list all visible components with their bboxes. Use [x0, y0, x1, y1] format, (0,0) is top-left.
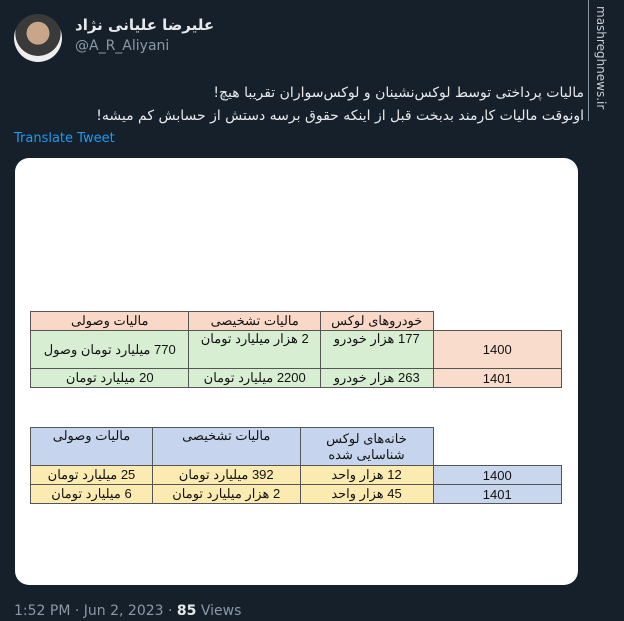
tweet-date[interactable]: Jun 2, 2023: [83, 603, 164, 619]
count-cell: 263 هزار خودرو: [319, 368, 434, 388]
year-cell: 1401: [432, 484, 562, 504]
table-header-row: خانه‌های لوکس شناسایی شده مالیات تشخیصی …: [30, 427, 562, 466]
count-cell: 12 هزار واحد: [299, 465, 434, 485]
header-cell: خودروهای لوکس: [319, 311, 434, 331]
empty-cell: [433, 428, 562, 466]
header-cell: مالیات تشخیصی: [188, 311, 321, 331]
tweet-text: مالیات پرداختی توسط لوکس‌نشینان و لوکس‌س…: [96, 82, 584, 128]
tweet-line-1: مالیات پرداختی توسط لوکس‌نشینان و لوکس‌س…: [213, 85, 584, 101]
header-cell: مالیات وصولی: [29, 311, 190, 331]
author-name[interactable]: علیرضا علیانی نژاد: [75, 16, 215, 34]
table-row: 1401 45 هزار واحد 2 هزار میلیارد تومان 6…: [30, 484, 562, 504]
empty-cell: [433, 312, 562, 331]
views-count: 85: [176, 603, 197, 619]
tweet-meta: 1:52 PM · Jun 2, 2023 · 85 Views: [14, 603, 242, 619]
collected-cell: 20 میلیارد تومان: [29, 368, 190, 388]
tweet-time[interactable]: 1:52 PM: [14, 603, 71, 619]
table-row: 1401 263 هزار خودرو 2200 میلیارد تومان 2…: [29, 368, 562, 388]
year-cell: 1400: [432, 465, 562, 485]
collected-cell: 6 میلیارد تومان: [30, 484, 153, 504]
watermark-site: mashreghnews.ir: [594, 6, 608, 110]
watermark-divider: [588, 0, 589, 121]
year-cell: 1401: [432, 368, 562, 388]
tweet-line-2: اونوقت مالیات کارمند بدبخت قبل از اینکه …: [96, 108, 584, 124]
tweet-image[interactable]: خودروهای لوکس مالیات تشخیصی مالیات وصولی…: [15, 158, 578, 585]
luxury-cars-table: خودروهای لوکس مالیات تشخیصی مالیات وصولی…: [29, 311, 562, 388]
assessed-cell: 2 هزار میلیارد تومان: [151, 484, 301, 504]
table-row: 1400 177 هزار خودرو 2 هزار میلیارد تومان…: [29, 330, 562, 369]
translate-tweet-link[interactable]: Translate Tweet: [14, 131, 115, 146]
assessed-cell: 392 میلیارد تومان: [151, 465, 301, 485]
views-label: Views: [200, 603, 242, 619]
header-cell: مالیات وصولی: [30, 427, 153, 466]
year-cell: 1400: [432, 330, 562, 369]
header-cell: مالیات تشخیصی: [151, 427, 301, 466]
count-cell: 45 هزار واحد: [299, 484, 434, 504]
collected-cell: 770 میلیارد تومان وصول: [29, 330, 190, 369]
assessed-cell: 2200 میلیارد تومان: [188, 368, 321, 388]
header-cell: خانه‌های لوکس شناسایی شده: [299, 427, 434, 466]
luxury-houses-table: خانه‌های لوکس شناسایی شده مالیات تشخیصی …: [30, 427, 562, 504]
author-handle[interactable]: @A_R_Aliyani: [75, 38, 170, 54]
count-cell: 177 هزار خودرو: [319, 330, 434, 369]
table-header-row: خودروهای لوکس مالیات تشخیصی مالیات وصولی: [29, 311, 562, 331]
table-row: 1400 12 هزار واحد 392 میلیارد تومان 25 م…: [30, 465, 562, 485]
collected-cell: 25 میلیارد تومان: [30, 465, 153, 485]
assessed-cell: 2 هزار میلیارد تومان: [188, 330, 321, 369]
avatar[interactable]: [14, 14, 62, 62]
